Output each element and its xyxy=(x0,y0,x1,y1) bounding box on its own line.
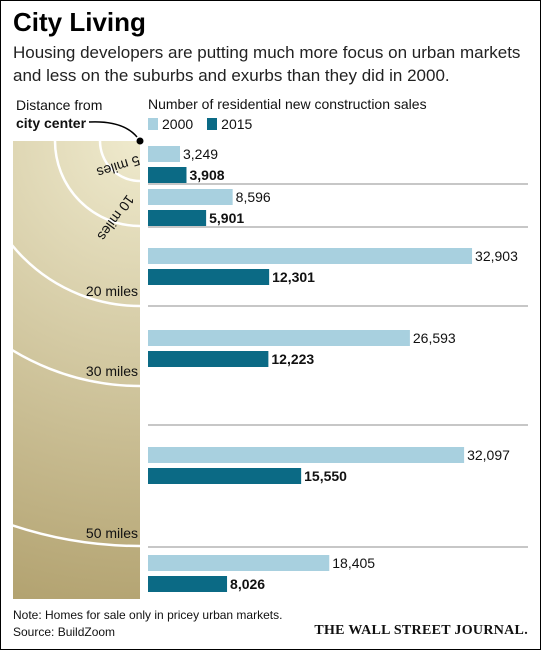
measure-title: Number of residential new construction s… xyxy=(148,96,427,112)
legend-swatch-2000 xyxy=(148,118,158,130)
publisher-masthead: THE WALL STREET JOURNAL. xyxy=(314,623,528,638)
value-label-2000-6: 18,405 xyxy=(332,555,375,571)
bar-2000-1 xyxy=(148,146,180,162)
legend-label-2000: 2000 xyxy=(162,116,194,132)
ring-label-3: 20 miles xyxy=(86,283,138,299)
value-label-2015-2: 5,901 xyxy=(209,210,244,226)
value-label-2015-1: 3,908 xyxy=(189,167,224,183)
legend-swatch-2015 xyxy=(207,118,218,130)
bar-2000-3 xyxy=(148,248,473,264)
value-label-2000-1: 3,249 xyxy=(183,146,218,162)
footnote-source: Source: BuildZoom xyxy=(13,625,116,639)
bar-2015-4 xyxy=(148,351,269,367)
bar-2015-3 xyxy=(148,269,270,285)
value-label-2000-3: 32,903 xyxy=(475,248,518,264)
ring-label-5: 50 miles xyxy=(86,525,138,541)
value-label-2000-5: 32,097 xyxy=(467,447,510,463)
value-label-2015-3: 12,301 xyxy=(272,269,315,285)
chart-subtitle: Housing developers are putting much more… xyxy=(13,43,521,85)
distance-label-line2: city center xyxy=(16,115,87,131)
bar-2000-5 xyxy=(148,447,465,463)
legend-label-2015: 2015 xyxy=(221,116,253,132)
ring-label-4: 30 miles xyxy=(86,363,138,379)
footnote-note: Note: Homes for sale only in pricey urba… xyxy=(13,608,283,622)
chart-title: City Living xyxy=(13,7,146,37)
distance-label: Distance from city center xyxy=(16,96,102,132)
bar-2000-2 xyxy=(148,189,233,205)
value-label-2015-6: 8,026 xyxy=(230,576,265,592)
distance-label-line1: Distance from xyxy=(16,97,103,113)
value-label-2000-4: 26,593 xyxy=(413,330,456,346)
legend-item-2000: 2000 xyxy=(148,116,193,132)
bar-2015-2 xyxy=(148,210,207,226)
bar-2000-6 xyxy=(148,555,330,571)
bar-2015-6 xyxy=(148,576,228,592)
city-center-pointer xyxy=(88,121,138,138)
bar-2015-5 xyxy=(148,468,302,484)
footnote: Note: Homes for sale only in pricey urba… xyxy=(13,607,282,641)
value-label-2015-4: 12,223 xyxy=(271,351,314,367)
legend-item-2015: 2015 xyxy=(207,116,252,132)
bar-2000-4 xyxy=(148,330,410,346)
legend: 2000 2015 xyxy=(148,115,266,133)
value-label-2015-5: 15,550 xyxy=(304,468,347,484)
bar-2015-1 xyxy=(148,167,187,183)
city-center-dot xyxy=(136,137,144,145)
distance-panel xyxy=(13,141,140,599)
value-label-2000-2: 8,596 xyxy=(236,189,271,205)
